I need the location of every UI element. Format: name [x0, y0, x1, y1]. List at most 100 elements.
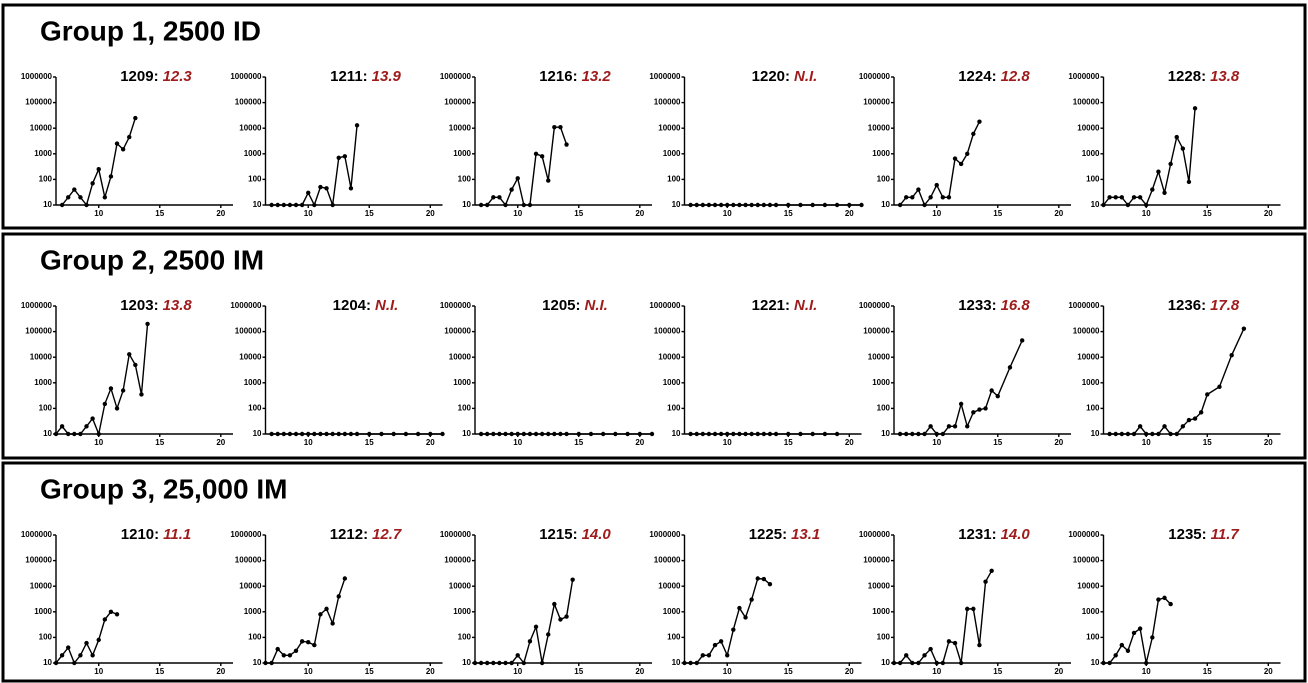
y-tick-label: 100 — [667, 633, 681, 642]
y-tick-label: 10000 — [30, 352, 53, 361]
data-point — [731, 627, 736, 632]
data-point — [491, 195, 496, 200]
x-tick-label: 20 — [635, 438, 644, 447]
data-point — [269, 660, 274, 666]
y-tick-label: 100 — [1086, 175, 1100, 184]
data-point — [269, 202, 274, 208]
title-value: 13.8 — [163, 297, 193, 314]
data-point — [275, 202, 280, 208]
y-tick-label: 1000 — [244, 607, 262, 616]
group-box — [1, 3, 1307, 230]
title-value: 13.2 — [582, 68, 612, 85]
data-point — [1162, 595, 1167, 601]
data-point — [810, 202, 815, 208]
data-point — [694, 431, 699, 437]
title-id: 1212: — [330, 526, 368, 543]
data-point — [558, 431, 563, 437]
data-point — [718, 431, 724, 437]
data-point — [637, 431, 642, 437]
data-point — [737, 605, 742, 611]
data-point — [767, 431, 773, 437]
data-point — [700, 431, 706, 437]
x-tick-label: 20 — [1264, 438, 1273, 447]
y-tick-label: 1000 — [34, 607, 52, 616]
y-tick-label: 10000 — [449, 123, 472, 132]
data-point — [90, 653, 95, 658]
data-point — [891, 660, 897, 666]
x-tick-label: 20 — [216, 438, 225, 447]
y-tick-label: 100 — [458, 175, 472, 184]
data-point — [971, 606, 976, 612]
y-tick-label: 10000 — [658, 352, 681, 361]
data-point — [139, 392, 144, 397]
data-point — [922, 202, 927, 208]
data-point — [78, 653, 83, 658]
data-point — [354, 123, 360, 128]
x-tick-label: 15 — [365, 667, 374, 676]
data-point — [910, 195, 915, 200]
data-point — [306, 639, 311, 645]
data-point — [293, 202, 299, 208]
data-point — [940, 660, 946, 666]
title-value: 16.8 — [1001, 297, 1031, 314]
x-tick-label: 15 — [155, 667, 164, 676]
data-point — [725, 202, 730, 208]
data-point — [96, 431, 101, 437]
data-line — [1103, 597, 1172, 664]
data-point — [330, 621, 335, 626]
data-point — [928, 424, 933, 429]
y-tick-label: 100 — [877, 633, 891, 642]
y-tick-label: 100000 — [25, 98, 52, 107]
data-point — [983, 579, 988, 584]
data-point — [503, 660, 508, 666]
data-point — [965, 424, 970, 429]
y-tick-label: 10 — [43, 429, 52, 438]
y-tick-label: 10000 — [868, 581, 891, 590]
data-point — [737, 431, 742, 437]
data-point — [761, 431, 767, 437]
title-value: 12.8 — [1001, 68, 1031, 85]
title-id: 1228: — [1168, 68, 1206, 85]
data-point — [952, 156, 958, 161]
data-point — [527, 431, 533, 437]
data-point — [688, 202, 693, 208]
data-point — [102, 617, 108, 622]
x-tick-label: 15 — [993, 209, 1002, 218]
data-point — [1156, 431, 1161, 437]
title-id: 1205: — [542, 297, 580, 314]
data-point — [613, 431, 618, 437]
data-point — [312, 202, 317, 208]
x-tick-label: 20 — [216, 209, 225, 218]
data-line — [900, 340, 1023, 435]
data-point — [287, 431, 293, 437]
data-point — [521, 202, 527, 208]
data-point — [576, 431, 581, 437]
data-point — [102, 401, 108, 407]
data-point — [120, 147, 126, 152]
x-tick-label: 20 — [426, 438, 435, 447]
title-value: N.I. — [375, 297, 398, 314]
y-tick-label: 10 — [1091, 429, 1100, 438]
y-tick-label: 1000000 — [649, 530, 681, 539]
data-point — [1198, 410, 1204, 415]
x-tick-label: 15 — [784, 438, 793, 447]
data-point — [822, 202, 828, 208]
data-point — [952, 640, 958, 646]
y-tick-label: 10 — [462, 200, 471, 209]
chart-title: 1233: 16.8 — [958, 297, 1030, 314]
data-point — [527, 639, 533, 644]
data-point — [263, 660, 268, 666]
data-line — [899, 121, 981, 207]
data-point — [1162, 190, 1167, 195]
x-tick-label: 15 — [1203, 209, 1212, 218]
y-tick-label: 10000 — [1077, 352, 1100, 361]
data-point — [755, 202, 760, 208]
y-tick-label: 1000 — [453, 607, 471, 616]
title-id: 1211: — [330, 68, 368, 85]
data-line — [684, 577, 771, 664]
data-point — [66, 645, 71, 650]
data-point — [324, 606, 329, 612]
data-point — [539, 431, 545, 437]
y-tick-label: 100000 — [444, 327, 471, 336]
data-line — [475, 579, 574, 665]
